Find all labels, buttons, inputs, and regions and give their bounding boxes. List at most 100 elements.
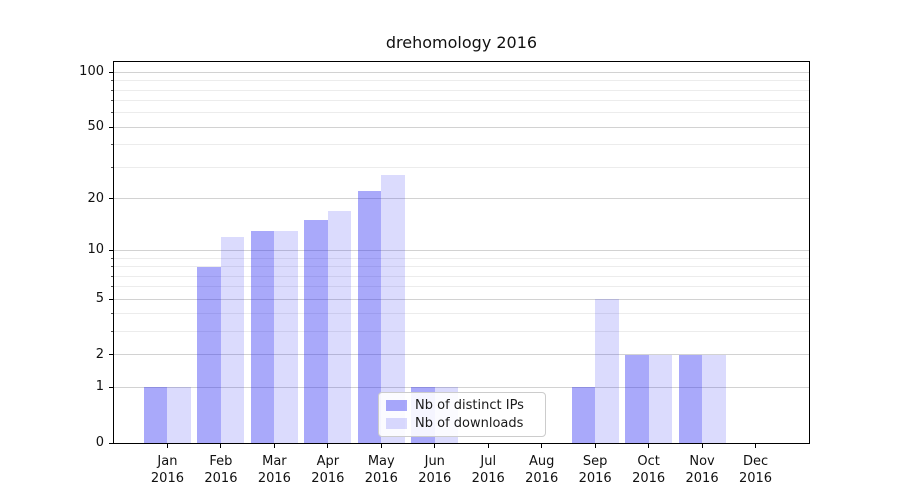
x-tick-label-feb-2016: Feb 2016: [191, 453, 251, 487]
y-tick-label-1: 1: [95, 379, 104, 395]
legend-label-nb-of-downloads: Nb of downloads: [415, 416, 524, 431]
legend-entry-nb-of-downloads: Nb of downloads: [386, 416, 536, 431]
y-minor-tick-40: [111, 144, 113, 146]
y-minor-tick-90: [111, 80, 113, 82]
y-tick-label-0: 0: [95, 435, 104, 450]
bar-nb-of-downloads-nov-2016: [702, 354, 726, 443]
x-tick-label-dec-2016: Dec 2016: [726, 453, 786, 487]
y-minor-tick-60: [111, 112, 113, 114]
x-tick-label-line: 2016: [471, 471, 505, 486]
gridline-major-20: [114, 198, 809, 200]
x-tick-jun-2016: [434, 444, 436, 448]
y-minor-tick-80: [111, 89, 113, 91]
bar-nb-of-downloads-sep-2016: [595, 299, 619, 443]
bar-nb-of-downloads-oct-2016: [648, 354, 673, 443]
x-tick-label-aug-2016: Aug 2016: [512, 453, 572, 487]
gridline-minor-80: [114, 89, 809, 91]
y-minor-tick-9: [111, 257, 113, 259]
x-tick-label-jun-2016: Jun 2016: [405, 453, 465, 487]
x-tick-label-line: Sep: [582, 454, 608, 469]
x-tick-oct-2016: [648, 444, 650, 448]
x-tick-label-line: 2016: [418, 471, 452, 486]
x-tick-label-may-2016: May 2016: [351, 453, 411, 487]
x-tick-nov-2016: [701, 444, 703, 448]
gridline-minor-7: [114, 275, 809, 277]
gridline-minor-90: [114, 80, 809, 82]
y-tick-label-2: 2: [95, 346, 104, 362]
legend-swatch-nb-of-distinct-ips: [386, 400, 407, 411]
x-tick-sep-2016: [594, 444, 596, 448]
y-tick-10: [109, 249, 113, 251]
y-minor-tick-4: [111, 313, 113, 315]
y-tick-label-100: 100: [79, 64, 104, 80]
x-tick-label-line: Jul: [480, 454, 497, 469]
bars-layer: [114, 62, 809, 443]
y-tick-1: [109, 386, 113, 388]
x-tick-label-line: Dec: [742, 454, 769, 469]
x-tick-mar-2016: [273, 444, 275, 448]
y-tick-label-5: 5: [95, 291, 104, 307]
bar-nb-of-distinct-ips-sep-2016: [571, 387, 596, 443]
bar-nb-of-downloads-mar-2016: [274, 231, 298, 443]
bar-nb-of-downloads-jan-2016: [167, 387, 191, 443]
y-tick-label-20: 20: [87, 190, 104, 206]
gridline-major-2: [114, 354, 809, 356]
x-tick-label-jul-2016: Jul 2016: [458, 453, 518, 487]
legend-label-nb-of-distinct-ips: Nb of distinct IPs: [415, 398, 524, 413]
bar-nb-of-downloads-may-2016: [381, 175, 405, 443]
y-tick-0: [109, 442, 113, 444]
legend-swatch-nb-of-downloads: [386, 418, 407, 429]
x-tick-label-apr-2016: Apr 2016: [298, 453, 358, 487]
x-tick-label-sep-2016: Sep 2016: [565, 453, 625, 487]
bar-nb-of-distinct-ips-nov-2016: [678, 354, 703, 443]
y-tick-5: [109, 298, 113, 300]
gridline-major-50: [114, 126, 809, 128]
x-tick-feb-2016: [220, 444, 222, 448]
gridline-minor-40: [114, 144, 809, 146]
x-tick-label-oct-2016: Oct 2016: [619, 453, 679, 487]
y-tick-label-50: 50: [87, 119, 104, 135]
y-tick-50: [109, 126, 113, 128]
x-tick-label-line: May: [367, 454, 395, 469]
gridline-major-10: [114, 249, 809, 251]
gridline-minor-8: [114, 266, 809, 268]
x-tick-jan-2016: [166, 444, 168, 448]
x-tick-may-2016: [380, 444, 382, 448]
x-tick-label-jan-2016: Jan 2016: [137, 453, 197, 487]
gridline-major-1: [114, 386, 809, 388]
x-tick-jul-2016: [487, 444, 489, 448]
bar-nb-of-distinct-ips-oct-2016: [625, 354, 649, 443]
gridline-major-5: [114, 298, 809, 300]
x-tick-dec-2016: [755, 444, 757, 448]
x-tick-label-line: Nov: [689, 454, 715, 469]
x-tick-label-mar-2016: Mar 2016: [244, 453, 304, 487]
bar-nb-of-distinct-ips-may-2016: [357, 191, 382, 443]
x-tick-label-line: 2016: [364, 471, 398, 486]
gridline-minor-60: [114, 112, 809, 114]
y-tick-100: [109, 71, 113, 73]
y-tick-2: [109, 354, 113, 356]
y-minor-tick-70: [111, 100, 113, 102]
x-tick-label-line: Feb: [209, 454, 233, 469]
x-tick-label-line: Jan: [157, 454, 178, 469]
x-tick-label-line: Mar: [262, 454, 287, 469]
plot-area: [113, 61, 810, 444]
bar-nb-of-distinct-ips-feb-2016: [197, 266, 221, 443]
x-tick-label-line: 2016: [150, 471, 184, 486]
x-tick-aug-2016: [541, 444, 543, 448]
bar-nb-of-distinct-ips-apr-2016: [304, 220, 328, 443]
gridline-minor-30: [114, 166, 809, 168]
x-tick-label-line: 2016: [632, 471, 666, 486]
x-tick-label-line: Jun: [424, 454, 445, 469]
bar-nb-of-distinct-ips-mar-2016: [250, 231, 275, 443]
gridline-major-100: [114, 71, 809, 73]
chart-title: drehomology 2016: [385, 33, 538, 52]
gridline-minor-70: [114, 100, 809, 102]
x-tick-label-nov-2016: Nov 2016: [672, 453, 732, 487]
gridline-minor-3: [114, 331, 809, 333]
x-tick-label-line: 2016: [311, 471, 345, 486]
x-tick-label-line: 2016: [738, 471, 773, 486]
gridline-minor-4: [114, 313, 809, 315]
y-minor-tick-3: [111, 331, 113, 333]
